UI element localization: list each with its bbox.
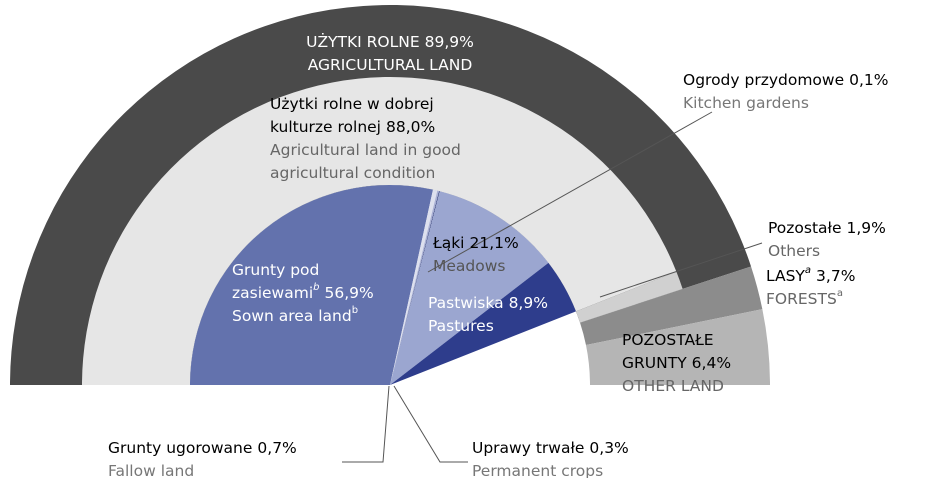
segment-label: GRUNTY 6,4% [622, 354, 731, 372]
wedges [10, 4, 770, 386]
segment-label-english: Kitchen gardens [683, 94, 809, 112]
label-name: Ogrody przydomowe [683, 71, 844, 89]
label-name: Pastwiska [428, 294, 504, 312]
label-superscript: b [352, 305, 358, 316]
label-name: Grunty pod [232, 261, 319, 279]
label-english: Permanent crops [472, 462, 603, 478]
leader-lines [342, 111, 763, 463]
label-value: 0,3% [589, 439, 628, 457]
label-english: Sown area land [232, 307, 352, 325]
label-value: 1,9% [847, 219, 886, 237]
label-superscript: a [837, 288, 843, 299]
segment-label-english: OTHER LAND [622, 377, 724, 395]
segment-label: Pozostałe 1,9% [768, 219, 886, 237]
label-name: Pozostałe [768, 219, 842, 237]
label-name: Łąki [432, 234, 465, 252]
label-superscript: b [313, 282, 319, 293]
segment-label: kulturze rolnej 88,0% [270, 118, 435, 136]
wedge [585, 309, 770, 385]
segment-label-english: FORESTSa [766, 288, 843, 308]
wedge [390, 189, 438, 385]
label-value: 56,9% [325, 284, 374, 302]
segment-label-english: AGRICULTURAL LAND [308, 56, 473, 74]
segment-label-english: Agricultural land in good [270, 141, 461, 159]
label-superscript: a [805, 265, 811, 276]
label-english: FORESTS [766, 290, 837, 308]
wedge [580, 266, 763, 346]
label-english: Meadows [433, 257, 505, 275]
label-name: kulturze rolnej [270, 118, 381, 136]
label-name: LASY [766, 267, 805, 285]
segment-label: zasiewamib 56,9% [232, 282, 374, 302]
label-name: Uprawy trwałe [472, 439, 584, 457]
segment-label-english: Pastures [428, 317, 494, 335]
segment-label: Grunty pod [232, 261, 319, 279]
segment-label: UŻYTKI ROLNE 89,9% [306, 32, 474, 51]
label-english: agricultural condition [270, 164, 435, 182]
segment-label: POZOSTAŁE [622, 331, 714, 349]
segment-label: Uprawy trwałe 0,3% [472, 439, 629, 457]
segment-label-english: Sown area landb [232, 305, 358, 325]
label-value: 88,0% [386, 118, 435, 136]
wedge [390, 262, 576, 385]
leader-line [599, 242, 763, 298]
wedge [390, 191, 440, 385]
label-value: 21,1% [470, 234, 519, 252]
label-value: 8,9% [509, 294, 548, 312]
label-name: Użytki rolne w dobrej [270, 95, 434, 113]
segment-label: LASYa 3,7% [766, 265, 855, 285]
segment-label: Ogrody przydomowe 0,1% [683, 71, 889, 89]
wedge [390, 190, 440, 385]
label-value: 0,1% [849, 71, 888, 89]
segment-label-english: agricultural condition [270, 164, 435, 182]
label-value: 0,7% [257, 439, 296, 457]
label-name: UŻYTKI ROLNE [306, 32, 420, 51]
segment-label-english: Meadows [433, 257, 505, 275]
label-name: Grunty ugorowane [108, 439, 252, 457]
label-english: Fallow land [108, 462, 194, 478]
segment-label: Łąki 21,1% [432, 234, 519, 252]
label-english: Agricultural land in good [270, 141, 461, 159]
segment-label-english: Fallow land [108, 462, 194, 478]
label-english: OTHER LAND [622, 377, 724, 395]
label-english: AGRICULTURAL LAND [308, 56, 473, 74]
label-value: 89,9% [425, 33, 474, 51]
segment-label-english: Permanent crops [472, 462, 603, 478]
label-english: Others [768, 242, 820, 260]
label-name: POZOSTAŁE [622, 331, 714, 349]
wedge [82, 76, 677, 385]
label-name: zasiewami [232, 284, 313, 302]
segment-label-english: Others [768, 242, 820, 260]
segment-label: Grunty ugorowane 0,7% [108, 439, 297, 457]
label-name: GRUNTY [622, 354, 687, 372]
label-english: Pastures [428, 317, 494, 335]
wedge [190, 184, 434, 385]
label-value: 6,4% [692, 354, 731, 372]
label-value: 3,7% [816, 267, 855, 285]
leader-line [342, 385, 390, 463]
segment-label: Użytki rolne w dobrej [270, 95, 434, 113]
leader-line [427, 111, 713, 273]
label-english: Kitchen gardens [683, 94, 809, 112]
leader-line [393, 385, 468, 463]
segment-label: Pastwiska 8,9% [428, 294, 548, 312]
wedge [575, 271, 683, 323]
wedge [390, 191, 549, 385]
